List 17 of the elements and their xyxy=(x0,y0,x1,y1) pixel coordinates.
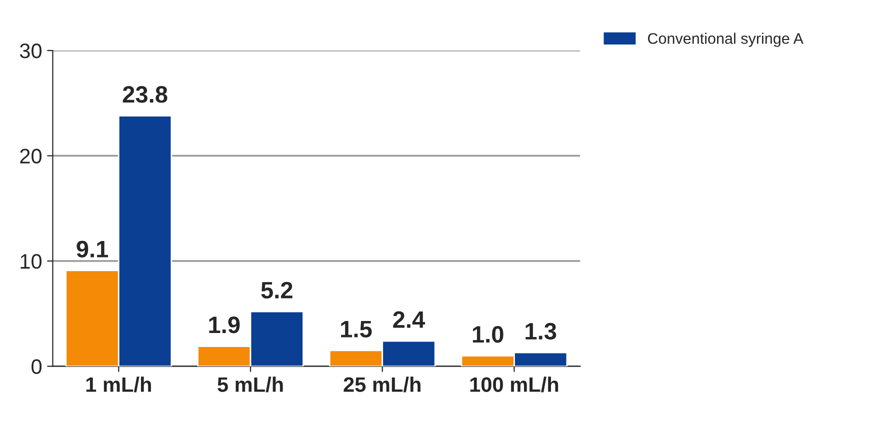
y-tick-label: 10 xyxy=(20,254,42,269)
data-label: 1.0 xyxy=(472,326,504,343)
data-label: 23.8 xyxy=(122,86,168,103)
y-tick-label: 0 xyxy=(32,359,42,374)
data-label: 9.1 xyxy=(76,240,108,258)
x-tick-label: 25 mL/h xyxy=(344,376,420,392)
data-label: 1.5 xyxy=(341,321,372,338)
y-tick-label: 20 xyxy=(20,148,42,164)
data-label: 1.9 xyxy=(209,316,240,334)
data-label: 5.2 xyxy=(261,282,292,299)
legend-label: Conventional syringe A xyxy=(648,32,804,47)
x-tick-label: 100 mL/h xyxy=(470,376,558,392)
data-label: 2.4 xyxy=(393,311,426,328)
x-tick-label: 5 mL/h xyxy=(218,376,283,392)
x-tick-label: 1 mL/h xyxy=(86,376,151,392)
y-tick-label: 30 xyxy=(20,44,42,58)
data-label: 1.3 xyxy=(526,322,556,340)
